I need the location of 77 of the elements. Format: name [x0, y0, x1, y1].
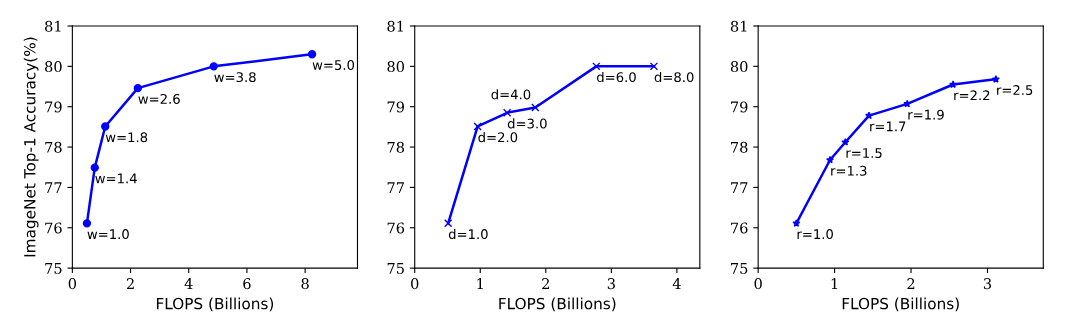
- point: [792, 219, 801, 227]
- point: [473, 122, 482, 131]
- point: [101, 122, 110, 131]
- point: [592, 62, 601, 71]
- y-tick-label: 81: [45, 20, 61, 32]
- annotation: r=2.2: [954, 90, 990, 101]
- x-tick-label: 2: [126, 278, 134, 289]
- annotation: d=4.0: [491, 89, 531, 100]
- y-tick-label: 75: [731, 263, 748, 274]
- y-axis-title: ImageNet Top-1 Accuracy(%): [23, 37, 39, 257]
- x-axis-title: FLOPS (Billions): [499, 297, 616, 312]
- point: [443, 219, 453, 228]
- x-tick-label: 1: [831, 278, 838, 289]
- y-tick-label: 78: [45, 141, 62, 153]
- annotation: w=1.4: [95, 173, 137, 184]
- y-tick-label: 76: [731, 222, 748, 234]
- x-axis-title: FLOPS (Billions): [156, 297, 274, 312]
- point: [841, 138, 850, 146]
- y-tick-label: 80: [730, 61, 748, 73]
- y-tick-label: 75: [387, 263, 404, 274]
- point: [209, 62, 218, 71]
- x-tick-label: 4: [672, 278, 681, 289]
- annotation: d=3.0: [507, 118, 547, 129]
- y-tick-label: 77: [45, 182, 62, 193]
- y-tick-label: 80: [387, 61, 405, 73]
- point: [826, 155, 835, 164]
- annotation: w=3.8: [214, 72, 256, 83]
- point: [991, 75, 1000, 83]
- annotation: w=1.8: [105, 132, 148, 143]
- y-tick-label: 77: [731, 182, 748, 193]
- point: [864, 111, 873, 120]
- x-tick-label: 2: [542, 278, 550, 289]
- x-tick-label: 0: [68, 278, 77, 290]
- x-axis-title: FLOPS (Billions): [842, 297, 959, 312]
- annotation: r=1.9: [908, 109, 944, 120]
- y-tick-label: 76: [387, 222, 405, 234]
- y-tick-label: 79: [387, 101, 405, 113]
- y-tick-label: 77: [387, 182, 404, 193]
- y-tick-label: 81: [730, 20, 747, 32]
- y-tick-label: 75: [45, 263, 62, 274]
- annotation: d=1.0: [448, 228, 488, 240]
- x-tick-label: 8: [301, 278, 309, 290]
- annotation: r=1.3: [831, 165, 867, 176]
- y-tick-label: 76: [45, 222, 62, 234]
- annotation: r=1.5: [846, 148, 882, 158]
- x-tick-label: 0: [754, 278, 762, 290]
- x-tick-label: 3: [983, 278, 992, 290]
- annotation: r=1.0: [797, 229, 833, 240]
- annotation: d=8.0: [654, 71, 694, 83]
- point: [949, 80, 958, 89]
- y-tick-label: 79: [45, 101, 62, 113]
- annotation: d=6.0: [597, 71, 636, 83]
- point: [90, 163, 99, 172]
- x-tick-label: 4: [184, 278, 193, 289]
- point: [307, 50, 317, 59]
- annotation: r=2.5: [997, 85, 1033, 96]
- x-tick-label: 0: [411, 278, 419, 290]
- y-tick-label: 78: [387, 141, 405, 153]
- y-tick-label: 80: [45, 61, 62, 73]
- annotation: w=1.0: [87, 229, 129, 240]
- point: [133, 83, 142, 93]
- point: [649, 62, 659, 71]
- y-tick-label: 78: [731, 141, 748, 153]
- annotation: d=2.0: [478, 132, 518, 143]
- x-tick-label: 1: [477, 278, 483, 289]
- point: [903, 99, 912, 108]
- y-tick-label: 81: [387, 20, 403, 32]
- y-tick-label: 79: [731, 101, 748, 113]
- point: [502, 108, 512, 117]
- annotation: w=5.0: [312, 60, 355, 71]
- annotation: w=2.6: [138, 93, 180, 104]
- annotation: r=1.7: [870, 121, 906, 132]
- x-tick-label: 3: [607, 278, 615, 290]
- x-tick-label: 6: [243, 278, 251, 290]
- x-tick-label: 2: [907, 278, 915, 289]
- point: [531, 103, 540, 112]
- point: [82, 219, 92, 228]
